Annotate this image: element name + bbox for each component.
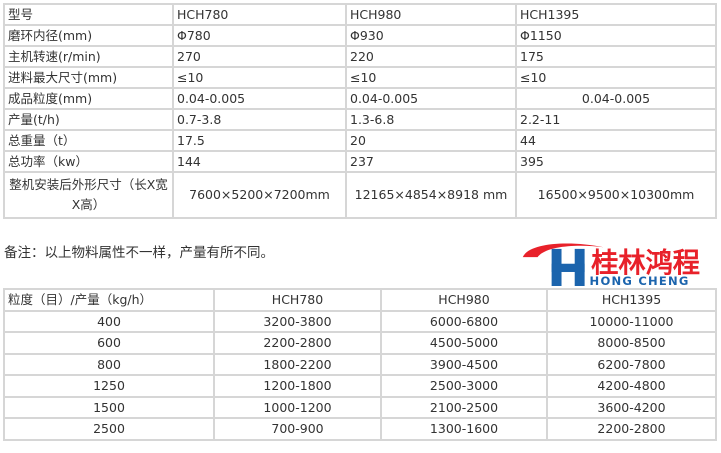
table-cell: 1.3-6.8 xyxy=(345,108,517,131)
header-row: 粒度（目）/产量（kg/h） HCH780 HCH980 HCH1395 xyxy=(3,288,717,312)
table-row: 整机安装后外形尺寸（长X宽X高） 7600×5200×7200mm 12165×48… xyxy=(3,171,717,219)
header-cell: HCH780 xyxy=(172,3,347,26)
table-cell: 3600-4200 xyxy=(546,395,717,419)
table-cell: 成品粒度(mm) xyxy=(3,87,174,110)
table-cell: 220 xyxy=(345,45,517,68)
output-table: 粒度（目）/产量（kg/h） HCH780 HCH980 HCH1395 400 3200… xyxy=(3,288,717,441)
table-cell: ≤10 xyxy=(172,66,347,89)
remark-text: 备注：以上物料属性不一样，产量有所不同。 xyxy=(4,245,274,261)
table-cell: 0.04-0.005 xyxy=(515,87,717,110)
header-row: 型号 HCH780 HCH980 HCH1395 xyxy=(3,3,717,26)
table-cell: 600 xyxy=(3,331,215,355)
table-cell: 20 xyxy=(345,129,517,152)
logo-h-letter xyxy=(551,248,585,286)
table-cell: 17.5 xyxy=(172,129,347,152)
table-cell: 整机安装后外形尺寸（长X宽X高） xyxy=(3,171,174,219)
table-row: 1250 1200-1800 2500-3000 4200-4800 xyxy=(3,374,717,398)
table-cell: 395 xyxy=(515,150,717,173)
table-cell: 16500×9500×10300mm xyxy=(515,171,717,219)
table-cell: ≤10 xyxy=(345,66,517,89)
table-cell: 2500-3000 xyxy=(380,374,548,398)
table-row: 总重量（t） 17.5 20 44 xyxy=(3,129,717,152)
header-cell: HCH980 xyxy=(345,3,517,26)
table-cell: 12165×4854×8918 mm xyxy=(345,171,517,219)
table-cell: 进料最大尺寸(mm) xyxy=(3,66,174,89)
table-row: 进料最大尺寸(mm) ≤10 ≤10 ≤10 xyxy=(3,66,717,89)
header-cell: 粒度（目）/产量（kg/h） xyxy=(3,288,215,312)
table-cell: 1500 xyxy=(3,395,215,419)
table-row: 总功率（kw） 144 237 395 xyxy=(3,150,717,173)
header-cell: HCH1395 xyxy=(515,3,717,26)
table-row: 成品粒度(mm) 0.04-0.005 0.04-0.005 0.04-0.005 xyxy=(3,87,717,110)
table-row: 磨环内径(mm) Φ780 Φ930 Φ1150 xyxy=(3,24,717,47)
table-cell: Φ930 xyxy=(345,24,517,47)
table-row: 2500 700-900 1300-1600 2200-2800 xyxy=(3,417,717,441)
table-cell: 磨环内径(mm) xyxy=(3,24,174,47)
table-row: 产量(t/h) 0.7-3.8 1.3-6.8 2.2-11 xyxy=(3,108,717,131)
table-row: 600 2200-2800 4500-5000 8000-8500 xyxy=(3,331,717,355)
logo-swoosh xyxy=(522,243,604,258)
table-cell: 8000-8500 xyxy=(546,331,717,355)
table-cell: 0.04-0.005 xyxy=(345,87,517,110)
table-cell: 2500 xyxy=(3,417,215,441)
table-cell: 总重量（t） xyxy=(3,129,174,152)
hongcheng-logo: 桂林鸿程 HONG CHENG xyxy=(520,239,716,286)
table-row: 400 3200-3800 6000-6800 10000-11000 xyxy=(3,309,717,333)
header-cell: HCH780 xyxy=(213,288,382,312)
table-cell: 6200-7800 xyxy=(546,352,717,376)
table-cell: 1300-1600 xyxy=(380,417,548,441)
table-row: 1500 1000-1200 2100-2500 3600-4200 xyxy=(3,395,717,419)
table-cell: 2100-2500 xyxy=(380,395,548,419)
table-cell: 270 xyxy=(172,45,347,68)
table-cell: Φ1150 xyxy=(515,24,717,47)
table-cell: 6000-6800 xyxy=(380,309,548,333)
table-cell: 0.04-0.005 xyxy=(172,87,347,110)
table-cell: Φ780 xyxy=(172,24,347,47)
table-cell: 0.7-3.8 xyxy=(172,108,347,131)
table-cell: 主机转速(r/min) xyxy=(3,45,174,68)
table-cell: 44 xyxy=(515,129,717,152)
table-cell: 4500-5000 xyxy=(380,331,548,355)
table-cell: 总功率（kw） xyxy=(3,150,174,173)
table-cell: 3900-4500 xyxy=(380,352,548,376)
table-cell: 800 xyxy=(3,352,215,376)
table-cell: 2200-2800 xyxy=(213,331,382,355)
table-row: 800 1800-2200 3900-4500 6200-7800 xyxy=(3,352,717,376)
table-cell: 237 xyxy=(345,150,517,173)
table-cell: 1800-2200 xyxy=(213,352,382,376)
logo-english-text: HONG CHENG xyxy=(590,274,690,286)
table-cell: 2200-2800 xyxy=(546,417,717,441)
table-cell: 7600×5200×7200mm xyxy=(172,171,347,219)
header-cell: HCH1395 xyxy=(546,288,717,312)
spec-table: 型号 HCH780 HCH980 HCH1395 磨环内径(mm) Φ780 Φ930 Φ11… xyxy=(3,3,717,219)
table-cell: 175 xyxy=(515,45,717,68)
table-cell: 2.2-11 xyxy=(515,108,717,131)
table-cell: 144 xyxy=(172,150,347,173)
table-cell: 1200-1800 xyxy=(213,374,382,398)
table-cell: ≤10 xyxy=(515,66,717,89)
table-cell: 400 xyxy=(3,309,215,333)
header-cell: 型号 xyxy=(3,3,174,26)
header-cell: HCH980 xyxy=(380,288,548,312)
table-cell: 700-900 xyxy=(213,417,382,441)
table-cell: 4200-4800 xyxy=(546,374,717,398)
table-cell: 1250 xyxy=(3,374,215,398)
table-cell: 产量(t/h) xyxy=(3,108,174,131)
table-cell: 3200-3800 xyxy=(213,309,382,333)
table-cell: 10000-11000 xyxy=(546,309,717,333)
table-cell: 1000-1200 xyxy=(213,395,382,419)
logo-chinese-text: 桂林鸿程 xyxy=(591,248,700,279)
table-row: 主机转速(r/min) 270 220 175 xyxy=(3,45,717,68)
